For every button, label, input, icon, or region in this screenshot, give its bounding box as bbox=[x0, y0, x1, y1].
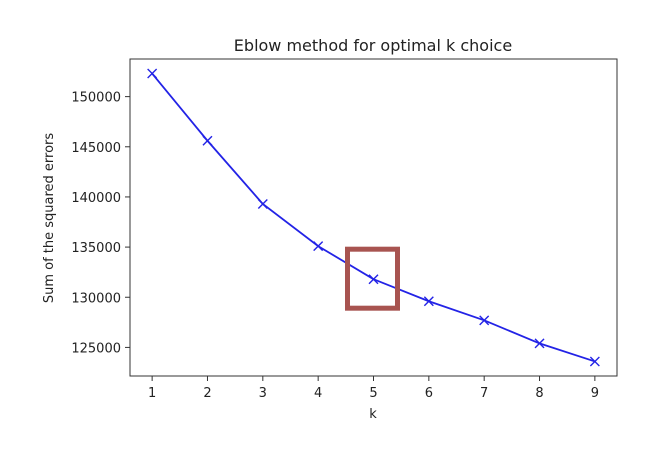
x-tick-label-8: 8 bbox=[535, 386, 543, 401]
series-line-0 bbox=[151, 72, 596, 363]
x-tick-label-6: 6 bbox=[425, 386, 433, 401]
y-tick-label-125000: 125000 bbox=[71, 341, 121, 356]
highlight-box bbox=[345, 246, 400, 311]
y-axis-label: Sum of the squared errors bbox=[42, 133, 57, 304]
y-tick-label-145000: 145000 bbox=[71, 141, 121, 156]
data-point-k5 bbox=[368, 274, 379, 285]
plot-frame bbox=[129, 58, 618, 377]
chart-title: Eblow method for optimal k choice bbox=[234, 36, 512, 55]
y-tick-label-135000: 135000 bbox=[71, 241, 121, 256]
data-point-k2 bbox=[202, 135, 213, 146]
x-tick-label-9: 9 bbox=[591, 386, 599, 401]
x-tick-label-5: 5 bbox=[369, 386, 377, 401]
data-point-k4 bbox=[313, 241, 324, 252]
data-point-k6 bbox=[423, 296, 434, 307]
data-point-k1 bbox=[147, 68, 158, 79]
data-point-k7 bbox=[479, 315, 490, 326]
x-tick-label-3: 3 bbox=[259, 386, 267, 401]
y-tick-label-130000: 130000 bbox=[71, 291, 121, 306]
y-tick-label-150000: 150000 bbox=[71, 91, 121, 106]
data-point-k9 bbox=[589, 356, 600, 367]
y-tick-label-140000: 140000 bbox=[71, 191, 121, 206]
data-point-k3 bbox=[257, 198, 268, 209]
x-tick-label-1: 1 bbox=[148, 386, 156, 401]
data-point-k8 bbox=[534, 338, 545, 349]
x-tick-label-2: 2 bbox=[203, 386, 211, 401]
x-tick-label-7: 7 bbox=[480, 386, 488, 401]
x-tick-label-4: 4 bbox=[314, 386, 322, 401]
x-axis-label: k bbox=[369, 407, 377, 422]
